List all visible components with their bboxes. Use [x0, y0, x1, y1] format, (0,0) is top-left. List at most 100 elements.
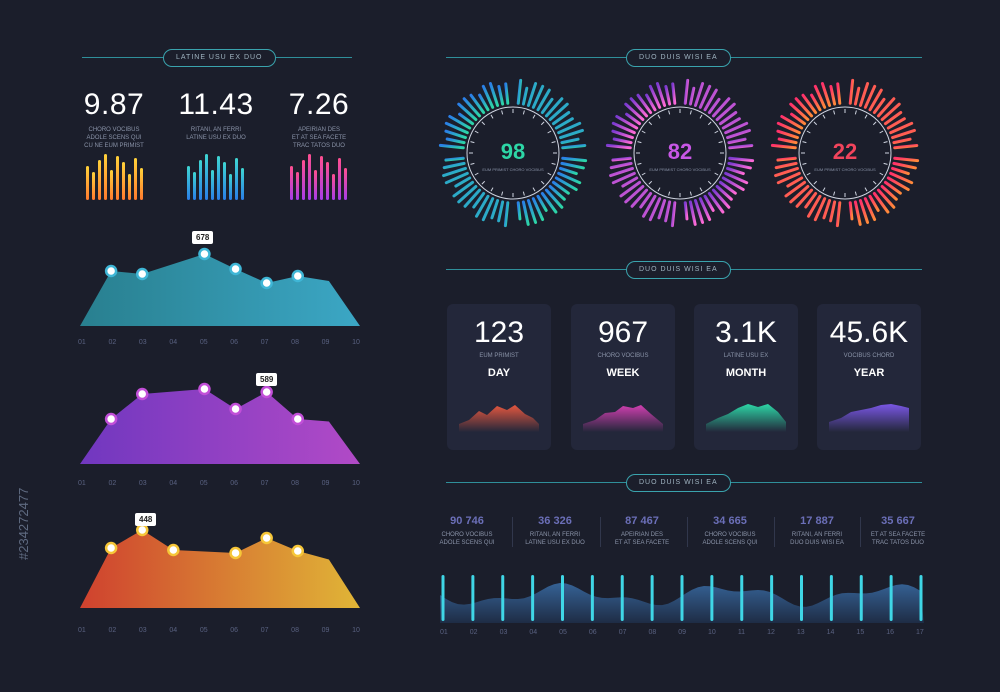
mini-bar [116, 156, 119, 200]
gauge-spike [521, 86, 529, 106]
gauge-spike [615, 115, 639, 130]
mini-bar [217, 156, 220, 200]
card-sparkline [706, 404, 786, 432]
gauge-spike [836, 82, 842, 105]
gauge-spike [724, 171, 749, 185]
gauge-spike [883, 111, 903, 126]
gauge-spike [657, 199, 667, 220]
gauge-spike [629, 97, 649, 118]
gauge-tick [806, 172, 811, 176]
gauge-spike [503, 201, 510, 228]
mini-bar [338, 158, 341, 200]
gauge-tick [641, 172, 646, 176]
image-id-watermark: #234272477 [16, 487, 31, 560]
gauge-spike [445, 137, 466, 145]
stat-desc: CHORO VOCIBUS ADOLE SCENS QUI [439, 532, 495, 546]
data-point [260, 531, 273, 545]
mini-bar [187, 166, 190, 200]
x-tick-label: 10 [708, 629, 716, 636]
card-value: 967 [597, 316, 649, 349]
gauge-spike [789, 184, 810, 204]
gauge-spike [540, 97, 554, 115]
gauge-spike [478, 93, 490, 112]
gauge-tick [648, 121, 653, 126]
gauge-spike [724, 121, 749, 135]
gauge-spike [868, 88, 883, 112]
gauge-tick [718, 162, 723, 165]
gauge-tick [689, 110, 692, 115]
gauge-spike [645, 93, 657, 112]
x-tick-label: 04 [169, 339, 178, 346]
gauge-spike [444, 156, 465, 162]
gauge-tick [637, 162, 642, 165]
gauge-spike [611, 129, 634, 140]
x-tick-label: 10 [352, 627, 360, 634]
gauge-spike [639, 191, 653, 209]
gauge-spike [863, 197, 877, 222]
x-tick-label: 08 [648, 629, 657, 636]
gauge-spike [880, 102, 901, 122]
gauge-spike [698, 197, 712, 222]
gauge-spike [488, 82, 500, 107]
gauge-spike [801, 93, 818, 115]
gauge-spike [786, 176, 804, 188]
wave-bar [919, 575, 923, 621]
gauge-spike [671, 82, 677, 105]
gauge-tick [699, 187, 703, 192]
gauge-spike [544, 97, 564, 118]
kpi-desc: CHORO VOCIBUS ADOLE SCENS QUI CU NE EUM … [84, 127, 144, 149]
gauge-spike [621, 176, 639, 188]
data-point [104, 412, 118, 426]
x-tick-label: 05 [559, 629, 567, 636]
gauge-spike [457, 184, 478, 204]
gauge-spike [531, 84, 545, 109]
gauge-spike [853, 200, 862, 226]
gauge-spike [707, 97, 721, 115]
gauge-tick [522, 191, 525, 196]
gauge-spike [664, 200, 672, 223]
gauge-spike [624, 102, 645, 122]
card-day: 123 EUM PRIMIST DAY [447, 304, 551, 450]
right-top-title: DUO DUIS WISI EA [626, 49, 731, 67]
gauge-spike [829, 200, 837, 223]
kpi-value: 11.43 [178, 88, 254, 121]
gauge-spike [611, 156, 632, 162]
gauge-spike [868, 194, 880, 212]
gauge-spike [544, 188, 564, 209]
mini-bar [193, 172, 196, 200]
gauge-tick [532, 114, 536, 119]
gauge-spike [454, 176, 472, 188]
data-point [198, 247, 211, 261]
kpi-2-bars [187, 152, 244, 200]
wave-bar [650, 575, 654, 621]
data-point [260, 385, 273, 399]
card-sparkline [583, 405, 663, 432]
gauge-spike [790, 112, 807, 126]
gauge-tick [547, 130, 552, 134]
x-tick-label: 07 [260, 480, 269, 487]
gauge-spike [561, 143, 587, 150]
kpi-1: 9.87 CHORO VOCIBUS ADOLE SCENS QUI CU NE… [64, 88, 164, 150]
data-point [260, 276, 273, 290]
mini-bar [235, 158, 238, 200]
x-tick-label: 09 [321, 339, 330, 346]
gauge-tick [551, 141, 556, 144]
mini-bar [104, 154, 107, 200]
mini-bar [290, 166, 293, 200]
gauge-tick [689, 191, 692, 196]
x-tick-label: 10 [352, 339, 360, 346]
gauge-spike [829, 84, 837, 106]
x-tick-label: 03 [138, 339, 147, 346]
mini-bar [122, 162, 125, 200]
mini-bar [332, 174, 335, 200]
gauge-spike [711, 188, 731, 209]
gauge-spike [536, 194, 548, 212]
gauge-spike [683, 201, 689, 221]
gauge-spike [727, 161, 752, 170]
area-chart-purple [80, 382, 360, 464]
stat-4: 34 665 CHORO VOCIBUS ADOLE SCENS QUI [685, 515, 775, 547]
gauge-spike [777, 137, 798, 145]
gauge-spike [609, 161, 633, 170]
data-point [104, 264, 118, 278]
gauge-spike [776, 171, 801, 185]
